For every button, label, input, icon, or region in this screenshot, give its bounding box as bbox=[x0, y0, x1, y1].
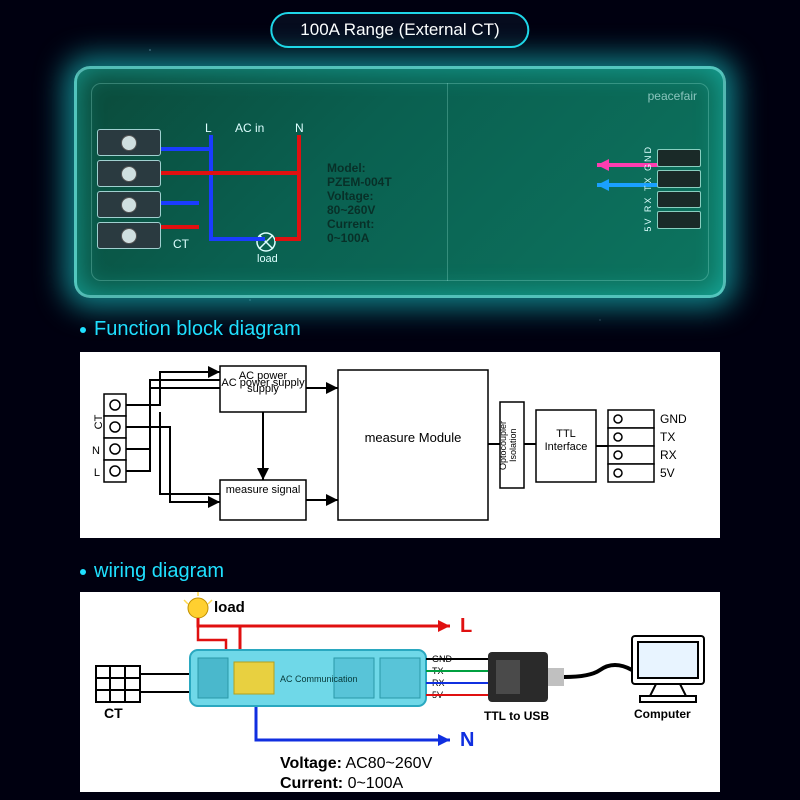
svg-text:L: L bbox=[460, 615, 472, 637]
device-wires bbox=[77, 69, 729, 301]
svg-text:RX: RX bbox=[660, 448, 677, 462]
svg-text:5V: 5V bbox=[660, 466, 675, 480]
terminal-block-right bbox=[657, 149, 701, 229]
device-illustration: L AC in N CT load peacefair Model:PZEM-0… bbox=[74, 66, 726, 298]
fbd-title: Function block diagram bbox=[80, 318, 301, 341]
svg-text:Computer: Computer bbox=[634, 707, 691, 721]
pcb-model: Model:PZEM-004T Voltage:80~260V Current:… bbox=[327, 161, 392, 245]
svg-text:CT: CT bbox=[93, 414, 105, 429]
svg-text:TX: TX bbox=[660, 430, 675, 444]
svg-text:Current: 0~100A: Current: 0~100A bbox=[280, 775, 404, 792]
right-pin-labels: 5V RX TX GND bbox=[643, 145, 653, 232]
svg-text:L: L bbox=[94, 467, 100, 479]
svg-text:GND: GND bbox=[660, 412, 687, 426]
svg-text:N: N bbox=[92, 445, 100, 457]
function-block-diagram: CT N L AC power supply AC power supply m… bbox=[80, 352, 720, 538]
wiring-diagram: L N load CT AC Communication GND bbox=[80, 592, 720, 792]
svg-text:N: N bbox=[460, 729, 474, 751]
svg-text:Voltage: AC80~260V: Voltage: AC80~260V bbox=[280, 755, 433, 772]
wiring-title: wiring diagram bbox=[80, 560, 224, 583]
svg-text:TTL to USB: TTL to USB bbox=[484, 709, 549, 723]
svg-text:load: load bbox=[214, 599, 245, 616]
svg-text:CT: CT bbox=[104, 705, 123, 721]
title-badge: 100A Range (External CT) bbox=[270, 12, 529, 48]
svg-text:AC Communication: AC Communication bbox=[280, 674, 358, 684]
